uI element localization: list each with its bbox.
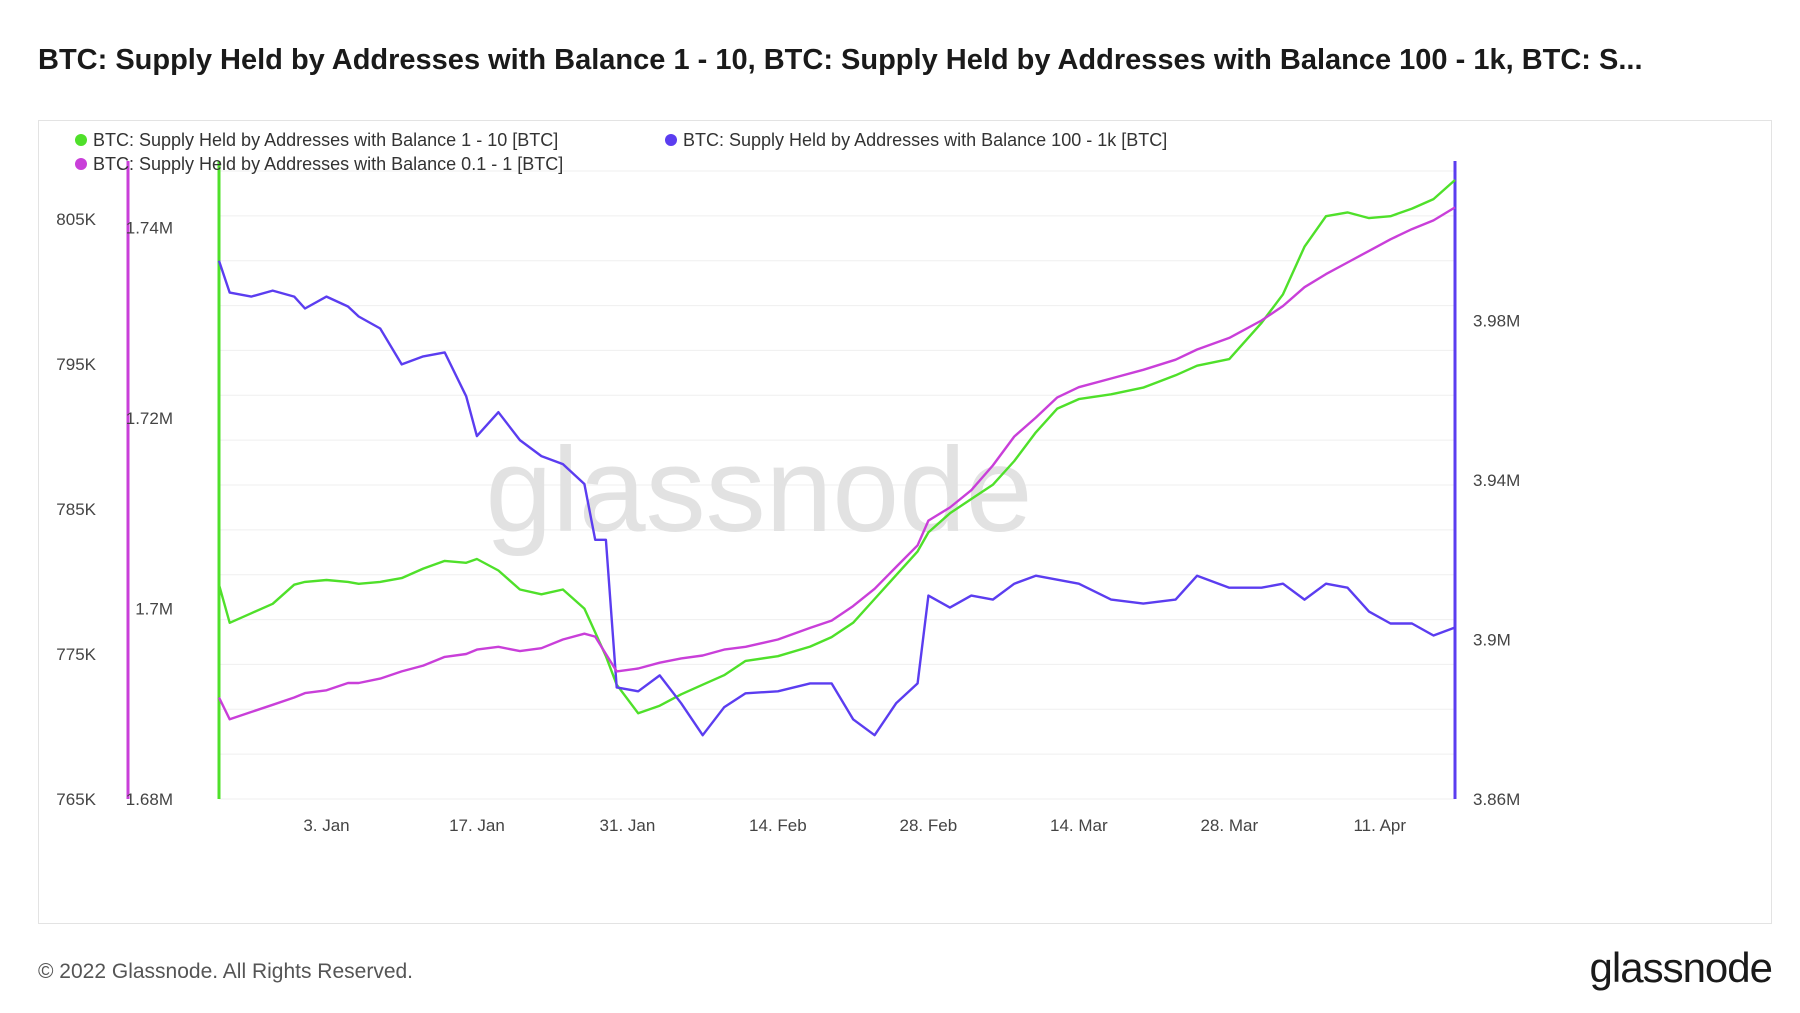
right-tick-label: 3.86M — [1473, 790, 1520, 809]
brand-logo[interactable]: glassnode — [1589, 944, 1773, 991]
left-inner-tick-label: 1.72M — [126, 409, 173, 428]
legend: BTC: Supply Held by Addresses with Balan… — [75, 130, 1167, 174]
x-tick-label: 14. Mar — [1050, 816, 1108, 835]
copyright-text: © 2022 Glassnode. All Rights Reserved. — [38, 960, 414, 983]
chart-canvas: glassnode 805K 795K 785K 775K 765K 1.74M 1.72M… — [56, 130, 1520, 835]
left-inner-tick-label: 1.68M — [126, 790, 173, 809]
left-outer-tick-label: 805K — [56, 210, 96, 229]
left-outer-tick-label: 795K — [56, 355, 96, 374]
left-inner-tick-label: 1.7M — [135, 600, 173, 619]
legend-entry[interactable]: BTC: Supply Held by Addresses with Balan… — [683, 130, 1167, 150]
legend-entry[interactable]: BTC: Supply Held by Addresses with Balan… — [93, 154, 563, 174]
series-line-0 — [217, 179, 1456, 715]
left-outer-tick-label: 775K — [56, 645, 96, 664]
axes: 805K 795K 785K 775K 765K 1.74M 1.72M 1.7M 1.68M 3… — [56, 161, 1520, 835]
x-tick-label: 31. Jan — [600, 816, 656, 835]
x-tick-label: 28. Mar — [1200, 816, 1258, 835]
left-outer-tick-label: 765K — [56, 790, 96, 809]
series-lines — [217, 179, 1456, 737]
right-tick-label: 3.9M — [1473, 631, 1511, 650]
watermark-text: glassnode — [485, 423, 1032, 557]
legend-marker — [75, 134, 87, 146]
x-tick-label: 11. Apr — [1353, 816, 1406, 835]
chart-panel: glassnode 805K 795K 785K 775K 765K 1.74M 1.72M… — [38, 120, 1772, 924]
x-tick-label: 28. Feb — [900, 816, 958, 835]
legend-marker — [665, 134, 677, 146]
series-line-2 — [217, 206, 1456, 721]
legend-marker — [75, 158, 87, 170]
legend-entry[interactable]: BTC: Supply Held by Addresses with Balan… — [93, 130, 558, 150]
x-tick-label: 17. Jan — [449, 816, 505, 835]
x-tick-label: 3. Jan — [303, 816, 349, 835]
page-title: BTC: Supply Held by Addresses with Balan… — [38, 44, 1643, 76]
right-tick-label: 3.98M — [1473, 312, 1520, 331]
right-tick-label: 3.94M — [1473, 471, 1520, 490]
left-inner-tick-label: 1.74M — [126, 219, 173, 238]
left-outer-tick-label: 785K — [56, 500, 96, 519]
series-line-1 — [217, 260, 1456, 737]
x-tick-label: 14. Feb — [749, 816, 807, 835]
